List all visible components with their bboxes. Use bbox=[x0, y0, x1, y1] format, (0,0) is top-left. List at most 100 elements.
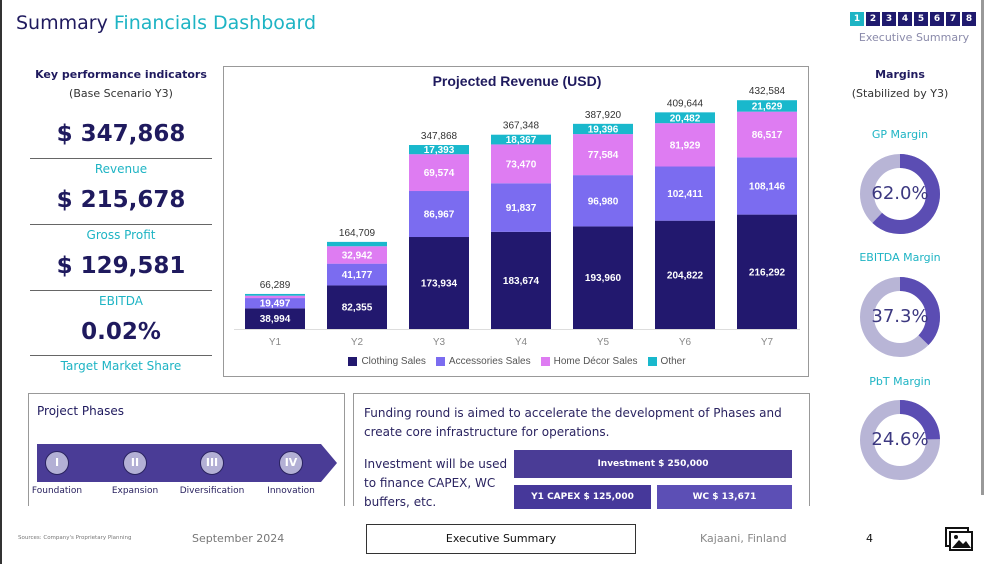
data-label: 19,396 bbox=[588, 124, 619, 135]
nav-page-6[interactable]: 6 bbox=[930, 12, 944, 26]
project-phases-panel: Project Phases I Foundation II Expansion III… bbox=[28, 393, 345, 506]
bar-segment bbox=[409, 237, 469, 329]
legend-label: Other bbox=[660, 356, 686, 367]
x-tick-label: Y4 bbox=[515, 337, 528, 348]
bar-segment bbox=[491, 183, 551, 232]
donut-fill bbox=[860, 400, 940, 480]
data-label: 81,929 bbox=[670, 140, 701, 151]
margins-subtitle: (Stabilized by Y3) bbox=[851, 87, 949, 100]
data-label: 86,517 bbox=[752, 130, 783, 141]
data-label: 18,367 bbox=[506, 135, 537, 146]
total-label: 164,709 bbox=[339, 228, 376, 239]
margin-donut: 37.3% bbox=[860, 277, 940, 357]
nav-page-1[interactable]: 1 bbox=[850, 12, 864, 26]
data-label: 173,934 bbox=[421, 279, 458, 290]
bar-segment bbox=[655, 123, 715, 167]
bar-segment bbox=[327, 263, 387, 286]
nav-page-5[interactable]: 5 bbox=[914, 12, 928, 26]
data-label: 41,177 bbox=[342, 270, 373, 281]
executive-summary-button[interactable]: Executive Summary bbox=[366, 524, 636, 554]
total-label: 367,348 bbox=[503, 121, 540, 132]
bar-segment bbox=[737, 100, 797, 112]
capex-box: Y1 CAPEX $ 125,000 bbox=[514, 485, 651, 509]
data-label: 21,629 bbox=[752, 101, 783, 112]
funding-description: Funding round is aimed to accelerate the… bbox=[364, 406, 782, 439]
phase-circle: III bbox=[200, 451, 224, 475]
bar-segment bbox=[655, 112, 715, 124]
legend-swatch bbox=[540, 357, 550, 366]
margin-value: 62.0% bbox=[871, 183, 929, 204]
bar-segment bbox=[327, 246, 387, 264]
phases-arrow bbox=[37, 444, 337, 482]
kpi-label: Gross Profit bbox=[30, 224, 212, 242]
phase-label: Foundation bbox=[31, 486, 83, 496]
bar-segment bbox=[737, 157, 797, 215]
data-label: 91,837 bbox=[506, 203, 537, 214]
margin-donut: 24.6% bbox=[860, 400, 940, 480]
bar-segment bbox=[655, 166, 715, 221]
kpi-label: Revenue bbox=[30, 158, 212, 176]
margin-label: GP Margin bbox=[871, 128, 929, 141]
legend-swatch bbox=[348, 357, 358, 366]
chart-title: Projected Revenue (USD) bbox=[432, 73, 602, 89]
data-label: 86,967 bbox=[424, 210, 455, 221]
footer-location: Kajaani, Finland bbox=[700, 532, 787, 545]
data-label: 38,994 bbox=[260, 314, 291, 325]
x-tick-label: Y3 bbox=[433, 337, 446, 348]
data-label: 69,574 bbox=[424, 168, 455, 179]
chart-plot: 38,994 19,497 66,289 Y1 82,355 41,177 32,942 16… bbox=[234, 86, 800, 348]
bar-segment bbox=[245, 295, 305, 299]
bar-segment bbox=[737, 214, 797, 329]
nav-page-2[interactable]: 2 bbox=[866, 12, 880, 26]
kpi-value: 0.02% bbox=[81, 319, 161, 345]
x-tick-label: Y7 bbox=[761, 337, 774, 348]
image-gallery-icon[interactable] bbox=[945, 527, 973, 551]
x-tick-label: Y1 bbox=[269, 337, 282, 348]
funding-panel: Funding round is aimed to accelerate the… bbox=[353, 393, 810, 509]
donut-fill bbox=[860, 154, 940, 234]
data-label: 102,411 bbox=[667, 189, 703, 200]
x-tick-label: Y6 bbox=[679, 337, 692, 348]
kpi-title: Key performance indicators bbox=[35, 68, 207, 81]
legend-item: Home Décor Sales bbox=[540, 356, 638, 367]
title-part1: Summary bbox=[16, 12, 108, 34]
margin-label: PbT Margin bbox=[869, 375, 931, 388]
phase-circle: I bbox=[45, 451, 69, 475]
total-label: 409,644 bbox=[667, 98, 704, 109]
nav-section-label: Executive Summary bbox=[858, 31, 970, 44]
nav-page-8[interactable]: 8 bbox=[962, 12, 976, 26]
phase-label: Expansion bbox=[111, 486, 159, 496]
legend-swatch bbox=[435, 357, 445, 366]
bar-segment bbox=[573, 123, 633, 135]
data-label: 20,482 bbox=[670, 113, 701, 124]
bar-segment bbox=[327, 241, 387, 247]
investment-box: Investment $ 250,000 bbox=[514, 450, 792, 478]
nav-page-7[interactable]: 7 bbox=[946, 12, 960, 26]
title-part2: Financials Dashboard bbox=[113, 12, 317, 34]
data-label: 19,497 bbox=[260, 299, 291, 310]
nav-page-3[interactable]: 3 bbox=[882, 12, 896, 26]
kpi-value: $ 129,581 bbox=[56, 253, 186, 279]
scrollbar[interactable] bbox=[981, 0, 984, 495]
phases-title: Project Phases bbox=[37, 404, 124, 418]
nav-page-4[interactable]: 4 bbox=[898, 12, 912, 26]
legend-label: Accessories Sales bbox=[448, 356, 531, 367]
bar-segment bbox=[409, 154, 469, 192]
bar-segment bbox=[573, 175, 633, 227]
legend-label: Home Décor Sales bbox=[553, 356, 638, 367]
sources-note: Sources: Company's Proprietary Planning bbox=[18, 535, 132, 541]
data-label: 77,584 bbox=[588, 150, 619, 161]
data-label: 183,674 bbox=[503, 276, 540, 287]
kpi-label: EBITDA bbox=[30, 290, 212, 308]
page-number: 4 bbox=[866, 532, 873, 545]
legend-item: Accessories Sales bbox=[435, 356, 531, 367]
total-label: 432,584 bbox=[749, 86, 786, 97]
phase-label: Diversification bbox=[179, 486, 245, 496]
legend-swatch bbox=[647, 357, 657, 366]
data-label: 96,980 bbox=[588, 196, 619, 207]
revenue-chart: Projected Revenue (USD) 38,994 19,497 66,2… bbox=[223, 66, 809, 377]
margin-donut: 62.0% bbox=[860, 154, 940, 234]
total-label: 387,920 bbox=[585, 110, 622, 121]
margins-title: Margins bbox=[875, 68, 925, 81]
